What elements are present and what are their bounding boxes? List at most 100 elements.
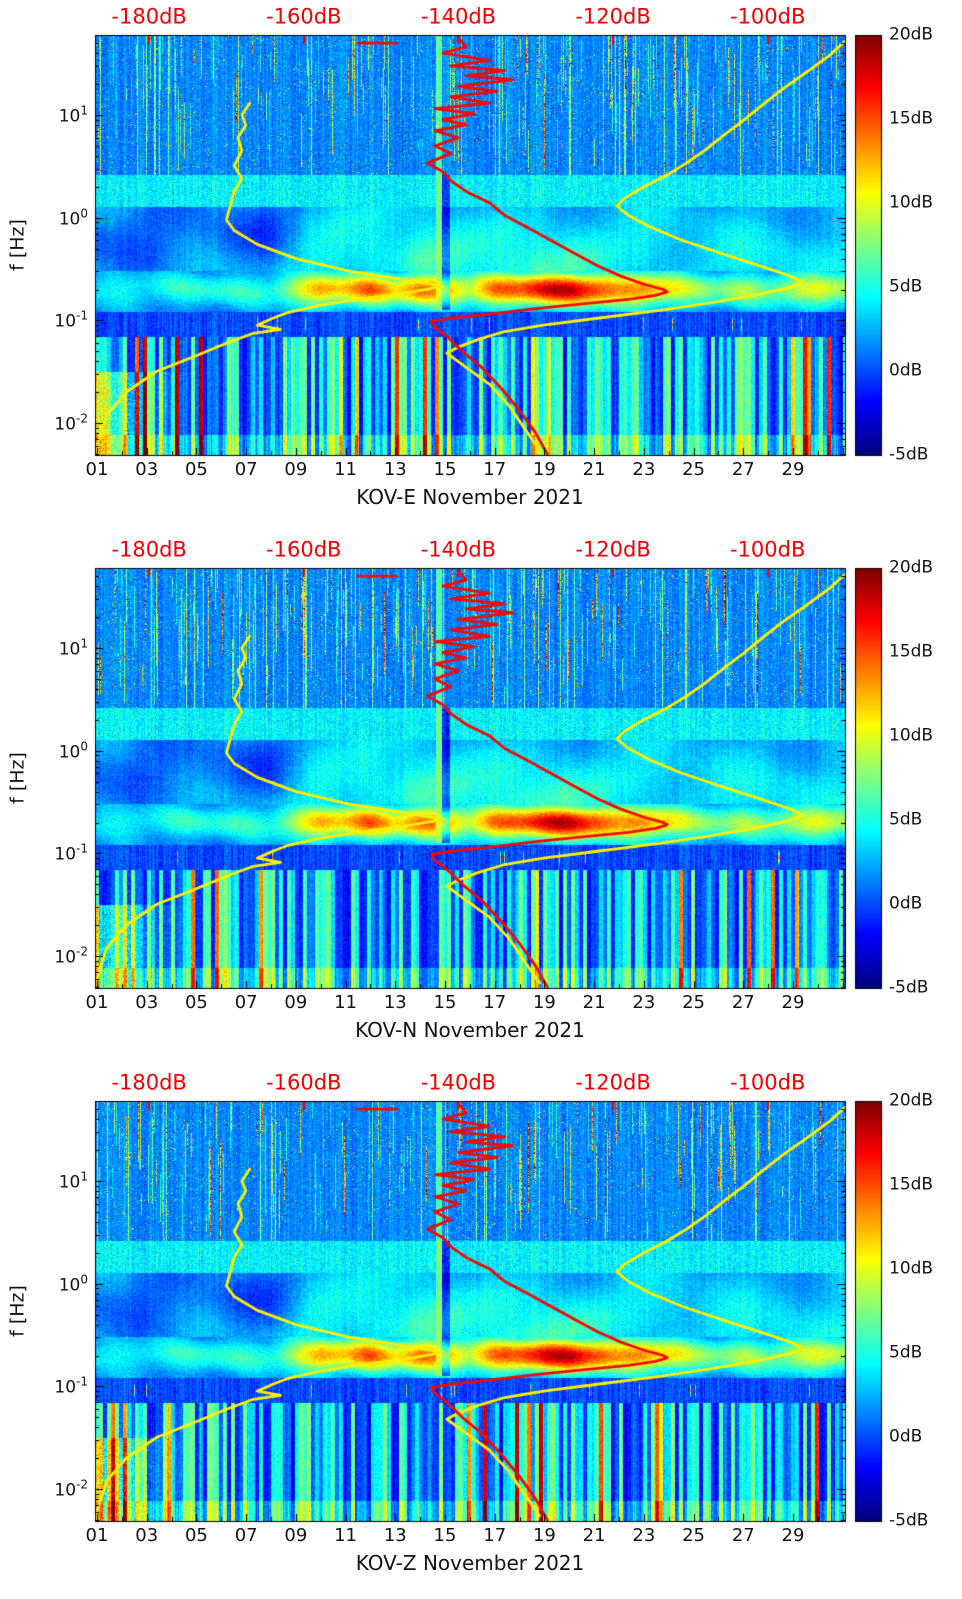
x-day-tick-label: 11 [334, 459, 358, 480]
x-day-tick-label: 05 [184, 459, 208, 480]
colorbar-tick-label: 5dB [889, 276, 923, 297]
x-day-tick-label: 15 [433, 992, 457, 1013]
panel-title-kov-n: KOV-N November 2021 [355, 1018, 585, 1042]
colorbar-tick-label: 10dB [889, 1258, 934, 1279]
top-db-tick-label: -180dB [111, 4, 187, 29]
x-day-tick-label: 19 [532, 459, 556, 480]
x-day-tick-label: 09 [284, 992, 308, 1013]
panel-kov-n: f [Hz] KOV-N November 2021 -180dB -160dB -… [0, 533, 962, 1066]
x-day-tick-label: 09 [284, 1525, 308, 1546]
colorbar-tick-label: 20dB [889, 24, 934, 45]
y-freq-tick-label: 101 [58, 1169, 88, 1193]
colorbar-tick-label: 10dB [889, 725, 934, 746]
y-freq-tick-label: 101 [58, 103, 88, 127]
y-freq-tick-label: 100 [58, 206, 88, 230]
colorbar-tick-label: 15dB [889, 108, 934, 129]
x-day-tick-label: 11 [334, 1525, 358, 1546]
x-day-tick-label: 01 [85, 992, 109, 1013]
x-day-tick-label: 17 [483, 992, 507, 1013]
top-db-tick-label: -140dB [420, 4, 497, 29]
x-day-tick-label: 07 [234, 459, 258, 480]
colorbar-tick-label: -5dB [889, 977, 929, 998]
x-day-tick-label: 17 [483, 459, 507, 480]
y-freq-tick-label: 10-2 [54, 411, 88, 435]
top-db-tick-label: -160dB [266, 537, 342, 562]
x-day-tick-label: 13 [383, 459, 407, 480]
colorbar-tick-label: 10dB [889, 192, 934, 213]
colorbar-tick-label: -5dB [889, 1510, 929, 1531]
x-day-tick-label: 07 [234, 992, 258, 1013]
spectrogram-canvas-kov-z [0, 1066, 962, 1599]
panel-title-kov-z: KOV-Z November 2021 [355, 1551, 585, 1575]
colorbar-tick-label: 5dB [889, 1342, 923, 1363]
y-freq-tick-label: 10-2 [54, 944, 88, 968]
spectrogram-canvas-kov-n [0, 533, 962, 1066]
spectrogram-canvas-kov-e [0, 0, 962, 533]
x-day-tick-label: 27 [731, 992, 755, 1013]
panel-title-kov-e: KOV-E November 2021 [356, 485, 584, 509]
x-day-tick-label: 01 [85, 1525, 109, 1546]
top-db-tick-label: -160dB [266, 1070, 342, 1095]
y-freq-tick-label: 10-1 [54, 1375, 88, 1398]
x-day-tick-label: 13 [383, 992, 407, 1013]
top-db-tick-label: -180dB [111, 537, 187, 562]
colorbar-tick-label: 0dB [889, 893, 923, 914]
y-axis-label: f [Hz] [6, 752, 29, 804]
x-day-tick-label: 25 [682, 459, 706, 480]
colorbar-tick-label: 0dB [889, 360, 923, 381]
x-day-tick-label: 23 [632, 459, 656, 480]
x-day-tick-label: 29 [781, 992, 805, 1013]
colorbar-tick-label: 5dB [889, 809, 923, 830]
colorbar-tick-label: 20dB [889, 1090, 934, 1111]
panel-kov-z: f [Hz] KOV-Z November 2021 -180dB -160dB -… [0, 1066, 962, 1599]
x-day-tick-label: 03 [135, 1525, 159, 1546]
top-db-tick-label: -100dB [729, 4, 806, 29]
x-day-tick-label: 19 [532, 992, 556, 1013]
x-day-tick-label: 17 [483, 1525, 507, 1546]
y-freq-tick-label: 10-1 [54, 309, 88, 332]
top-db-tick-label: -120dB [575, 4, 651, 29]
colorbar-tick-label: 15dB [889, 1174, 934, 1195]
panel-kov-e: f [Hz] KOV-E November 2021 -180dB -160dB -… [0, 0, 962, 533]
top-db-tick-label: -120dB [575, 1070, 651, 1095]
colorbar-tick-label: -5dB [889, 444, 929, 465]
top-db-tick-label: -140dB [420, 1070, 497, 1095]
x-day-tick-label: 21 [582, 1525, 606, 1546]
y-freq-tick-label: 100 [58, 1272, 88, 1296]
x-day-tick-label: 23 [632, 992, 656, 1013]
x-day-tick-label: 03 [135, 459, 159, 480]
x-day-tick-label: 13 [383, 1525, 407, 1546]
x-day-tick-label: 15 [433, 1525, 457, 1546]
top-db-tick-label: -100dB [729, 537, 806, 562]
x-day-tick-label: 21 [582, 459, 606, 480]
x-day-tick-label: 03 [135, 992, 159, 1013]
x-day-tick-label: 29 [781, 1525, 805, 1546]
x-day-tick-label: 05 [184, 992, 208, 1013]
x-day-tick-label: 19 [532, 1525, 556, 1546]
colorbar-tick-label: 15dB [889, 641, 934, 662]
x-day-tick-label: 27 [731, 459, 755, 480]
y-axis-label: f [Hz] [6, 219, 29, 271]
y-freq-tick-label: 10-2 [54, 1477, 88, 1501]
y-freq-tick-label: 101 [58, 636, 88, 660]
top-db-tick-label: -180dB [111, 1070, 187, 1095]
top-db-tick-label: -140dB [420, 537, 497, 562]
top-db-tick-label: -160dB [266, 4, 342, 29]
colorbar-tick-label: 0dB [889, 1426, 923, 1447]
x-day-tick-label: 01 [85, 459, 109, 480]
x-day-tick-label: 21 [582, 992, 606, 1013]
x-day-tick-label: 25 [682, 1525, 706, 1546]
x-day-tick-label: 11 [334, 992, 358, 1013]
x-day-tick-label: 09 [284, 459, 308, 480]
x-day-tick-label: 15 [433, 459, 457, 480]
colorbar-tick-label: 20dB [889, 557, 934, 578]
y-axis-label: f [Hz] [6, 1285, 29, 1337]
x-day-tick-label: 29 [781, 459, 805, 480]
x-day-tick-label: 07 [234, 1525, 258, 1546]
x-day-tick-label: 27 [731, 1525, 755, 1546]
x-day-tick-label: 05 [184, 1525, 208, 1546]
y-freq-tick-label: 10-1 [54, 842, 88, 865]
x-day-tick-label: 25 [682, 992, 706, 1013]
x-day-tick-label: 23 [632, 1525, 656, 1546]
y-freq-tick-label: 100 [58, 739, 88, 763]
